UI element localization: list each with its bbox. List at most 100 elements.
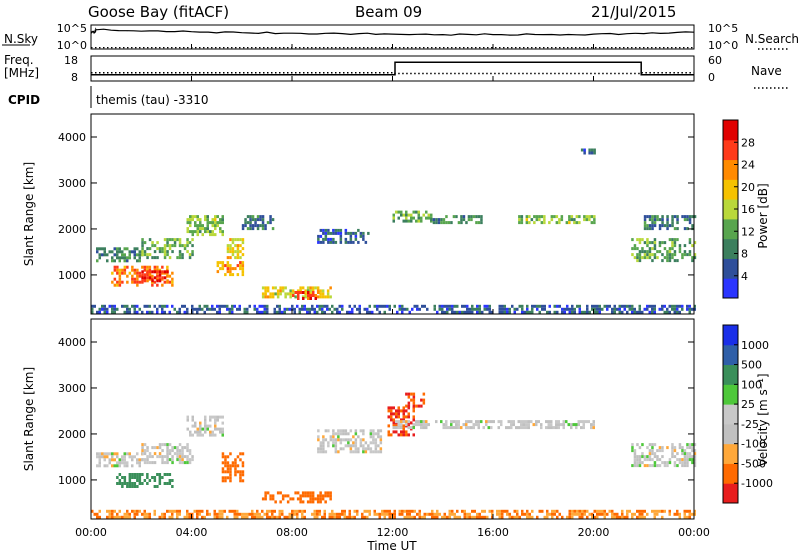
data-cell xyxy=(681,304,684,308)
data-cell xyxy=(349,234,353,238)
data-cell xyxy=(312,291,315,294)
data-cell xyxy=(623,307,626,311)
data-cell xyxy=(688,452,692,456)
data-cell xyxy=(461,310,464,314)
data-cell xyxy=(631,307,634,311)
data-cell xyxy=(683,215,687,219)
data-cell xyxy=(651,509,654,513)
data-cell xyxy=(437,218,441,222)
data-cell xyxy=(337,231,340,235)
data-cell xyxy=(141,247,144,251)
data-cell xyxy=(318,304,321,308)
data-cell xyxy=(178,241,182,245)
data-cell xyxy=(547,423,550,427)
data-cell xyxy=(618,307,621,311)
data-cell xyxy=(116,271,119,275)
data-cell xyxy=(383,310,386,314)
data-cell xyxy=(548,221,551,225)
data-cell xyxy=(378,304,381,308)
data-cell xyxy=(113,253,116,257)
data-cell xyxy=(209,430,212,434)
data-cell xyxy=(146,446,149,450)
frequency-label-line2: [MHz] xyxy=(4,66,39,80)
data-cell xyxy=(311,307,314,311)
data-cell xyxy=(593,307,596,311)
data-cell xyxy=(201,224,204,228)
data-cell xyxy=(332,237,335,241)
data-cell xyxy=(671,304,674,308)
data-cell xyxy=(131,265,134,269)
data-cell xyxy=(588,310,591,314)
data-cell xyxy=(443,515,446,519)
data-cell xyxy=(101,455,104,459)
data-cell xyxy=(136,253,139,257)
data-cell xyxy=(456,515,459,519)
data-cell xyxy=(566,304,569,308)
data-cell xyxy=(681,452,684,456)
data-cell xyxy=(483,509,486,513)
data-cell xyxy=(522,423,525,427)
data-cell xyxy=(417,213,420,217)
data-cell xyxy=(256,509,259,513)
data-cell xyxy=(279,292,282,296)
data-cell xyxy=(221,461,225,465)
data-cell xyxy=(133,509,136,513)
data-cell xyxy=(362,438,365,442)
data-cell xyxy=(199,421,202,425)
data-cell xyxy=(577,420,580,424)
data-cell xyxy=(289,295,292,299)
data-cell xyxy=(319,494,322,498)
data-cell xyxy=(661,253,664,257)
data-cell xyxy=(359,444,363,448)
data-cell xyxy=(377,432,380,436)
data-cell xyxy=(401,310,404,314)
data-cell xyxy=(146,273,149,277)
data-cell xyxy=(498,515,501,519)
colorbar-swatch xyxy=(723,238,738,259)
data-cell xyxy=(143,449,147,453)
data-cell xyxy=(196,310,199,314)
data-cell xyxy=(309,289,312,293)
data-cell xyxy=(151,446,154,450)
data-cell xyxy=(531,509,534,513)
data-cell xyxy=(688,215,692,219)
data-cell xyxy=(121,482,124,485)
data-cell xyxy=(408,509,411,513)
data-cell xyxy=(686,509,689,513)
data-cell xyxy=(103,253,106,257)
data-cell xyxy=(191,230,194,234)
data-cell xyxy=(259,218,262,222)
data-cell xyxy=(525,215,529,219)
data-cell xyxy=(166,482,169,485)
data-cell xyxy=(339,447,343,451)
data-cell xyxy=(281,509,284,513)
data-cell xyxy=(239,452,242,456)
data-cell xyxy=(317,447,320,451)
data-cell xyxy=(683,227,687,231)
data-cell xyxy=(121,280,124,284)
data-cell xyxy=(337,450,340,454)
data-cell xyxy=(269,221,272,225)
data-cell xyxy=(686,304,689,308)
data-cell xyxy=(128,515,131,519)
data-cell xyxy=(693,256,697,260)
data-cell xyxy=(543,218,546,222)
data-cell xyxy=(319,234,323,238)
data-cell xyxy=(106,464,109,468)
data-cell xyxy=(653,310,656,314)
data-cell xyxy=(648,241,652,245)
data-cell xyxy=(234,238,237,242)
data-cell xyxy=(264,289,267,293)
data-cell xyxy=(98,515,101,519)
data-cell xyxy=(648,215,652,219)
data-cell xyxy=(156,307,159,311)
data-cell xyxy=(158,476,162,479)
data-cell xyxy=(398,304,401,308)
data-cell xyxy=(668,247,672,251)
data-cell xyxy=(598,509,601,513)
data-cell xyxy=(256,512,259,516)
data-cell xyxy=(209,230,212,234)
data-cell xyxy=(276,295,280,299)
data-cell xyxy=(313,310,316,314)
data-cell xyxy=(351,310,354,314)
